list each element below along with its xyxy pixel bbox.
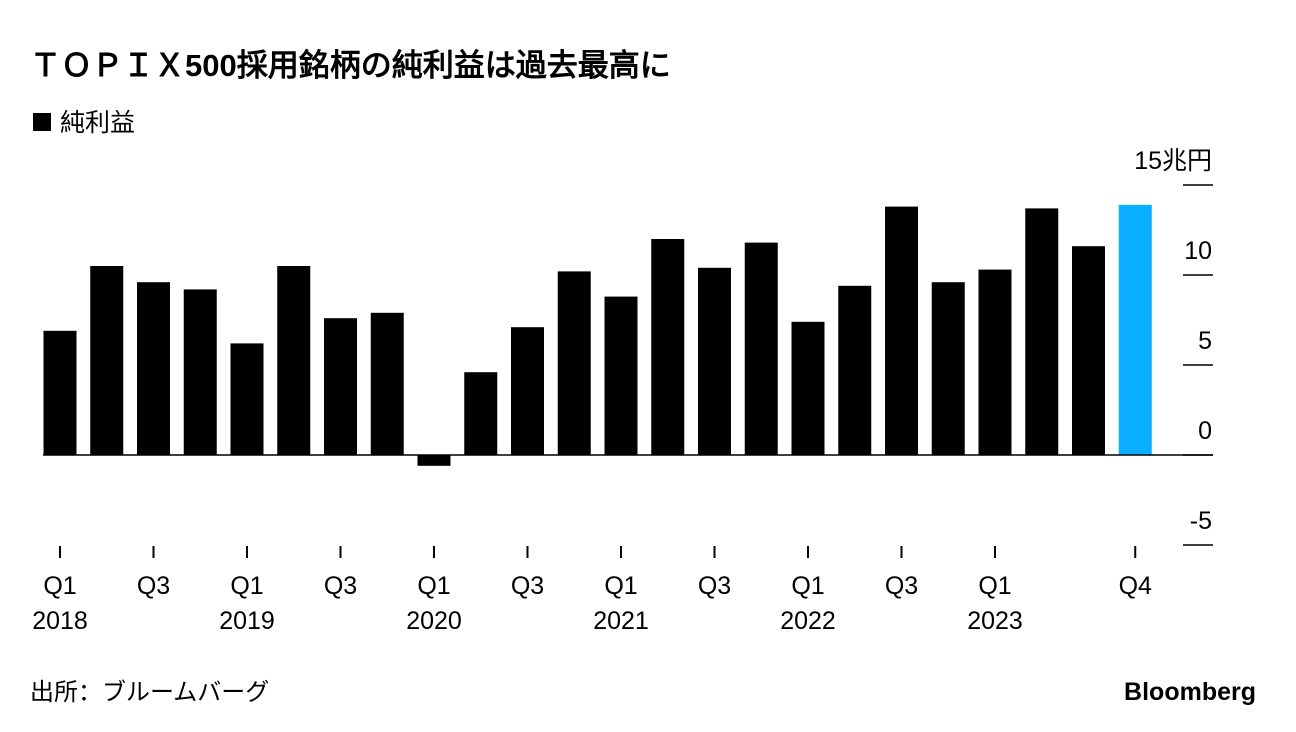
source: 出所：ブルームバーグ xyxy=(30,679,269,706)
chart-title: ＴＯＰＩＸ500採用銘柄の純利益は過去最高に xyxy=(30,48,671,83)
x-year-label: 2019 xyxy=(219,607,275,635)
x-tick-label: Q3 xyxy=(511,572,544,600)
bar xyxy=(417,455,451,466)
bar xyxy=(43,330,77,455)
bar xyxy=(1072,246,1105,455)
x-year-label: 2023 xyxy=(967,607,1023,635)
bar xyxy=(604,296,638,455)
brand: Bloomberg xyxy=(1124,678,1256,706)
bar xyxy=(1118,204,1152,455)
bar xyxy=(744,242,778,455)
x-tick-label: Q1 xyxy=(43,572,76,600)
bar xyxy=(651,239,685,455)
x-tick-label: Q1 xyxy=(791,572,824,600)
y-tick-label: 15兆円 xyxy=(1134,147,1212,175)
bar xyxy=(885,206,918,455)
bar xyxy=(370,312,404,455)
x-tick-label: Q1 xyxy=(978,572,1011,600)
legend-label: 純利益 xyxy=(60,109,135,137)
bar xyxy=(511,327,544,455)
y-tick-label: 0 xyxy=(1198,417,1212,445)
bar xyxy=(183,289,217,455)
bar xyxy=(838,285,872,455)
x-year-label: 2021 xyxy=(593,607,649,635)
x-tick-label: Q4 xyxy=(1119,572,1152,600)
x-tick-label: Q3 xyxy=(137,572,170,600)
x-tick-label: Q3 xyxy=(698,572,731,600)
bar xyxy=(978,269,1012,455)
x-tick-label: Q1 xyxy=(417,572,450,600)
bar xyxy=(90,266,124,455)
x-year-label: 2020 xyxy=(406,607,462,635)
x-year-label: 2018 xyxy=(32,607,88,635)
x-tick-label: Q3 xyxy=(324,572,357,600)
x-tick-label: Q3 xyxy=(885,572,918,600)
bar xyxy=(137,282,170,455)
x-year-label: 2022 xyxy=(780,607,836,635)
bar xyxy=(324,318,357,455)
bar xyxy=(1025,208,1059,455)
legend-swatch xyxy=(33,113,51,131)
bar xyxy=(698,267,731,455)
y-tick-label: 10 xyxy=(1184,237,1212,265)
bar xyxy=(931,282,965,455)
bar xyxy=(464,372,498,455)
bar xyxy=(230,343,264,455)
x-tick-label: Q1 xyxy=(604,572,637,600)
bar xyxy=(557,271,591,455)
x-tick-label: Q1 xyxy=(230,572,263,600)
bar xyxy=(277,266,311,455)
y-tick-label: 5 xyxy=(1198,327,1212,355)
y-tick-label: -5 xyxy=(1190,507,1212,535)
bar xyxy=(791,321,825,455)
